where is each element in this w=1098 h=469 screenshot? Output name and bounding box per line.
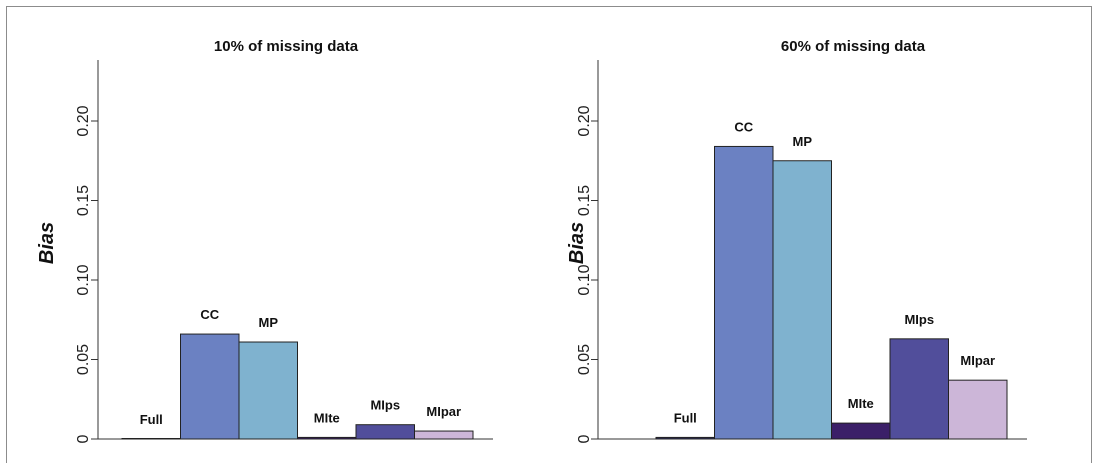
bar-mite [831, 422, 891, 440]
bar-label-full: Full [140, 412, 163, 427]
bar-label-mips: MIps [904, 312, 934, 327]
y-tick-label: 0 [75, 434, 92, 443]
bar-label-mite: MIte [848, 396, 874, 411]
y-tick-label: 0 [576, 434, 593, 443]
bar-mite [297, 436, 357, 440]
y-tick-label: 0.05 [75, 344, 92, 375]
bar-label-cc: CC [734, 119, 753, 134]
bar-cc [180, 333, 240, 440]
bar-label-mp: MP [259, 315, 279, 330]
bar-mips [355, 424, 415, 440]
y-tick-label: 0.15 [75, 185, 92, 216]
y-axis-label: Bias [36, 222, 58, 264]
bar-label-mipar: MIpar [960, 353, 995, 368]
bar-label-full: Full [674, 410, 697, 425]
bar-label-mp: MP [793, 134, 813, 149]
bar-mp [238, 341, 298, 440]
chart-panel-60-percent: 60% of missing data Bias 0 0.05 0.10 0.15 0.20… [566, 38, 1027, 443]
y-axis-label: Bias [566, 222, 588, 264]
bar-label-mite: MIte [314, 410, 340, 425]
bar-label-mipar: MIpar [426, 404, 461, 419]
bar-full [121, 438, 181, 440]
bar-mipar [948, 379, 1008, 440]
bar-mips [889, 338, 949, 440]
y-tick-label: 0.15 [576, 185, 593, 216]
chart-title: 60% of missing data [781, 38, 926, 55]
chart-panel-10-percent: 10% of missing data Bias 0 0.05 0.10 0.15 0.20… [36, 38, 493, 443]
bar-mipar [414, 430, 474, 440]
bar-cc [714, 145, 774, 440]
y-tick-label: 0.10 [75, 264, 92, 295]
y-tick-label: 0.05 [576, 344, 593, 375]
bar-label-cc: CC [200, 307, 219, 322]
bar-full [655, 436, 715, 440]
y-tick-label: 0.10 [576, 264, 593, 295]
y-tick-label: 0.20 [576, 105, 593, 136]
y-tick-label: 0.20 [75, 105, 92, 136]
chart-title: 10% of missing data [214, 38, 359, 55]
bar-label-mips: MIps [370, 398, 400, 413]
bar-mp [772, 160, 832, 440]
